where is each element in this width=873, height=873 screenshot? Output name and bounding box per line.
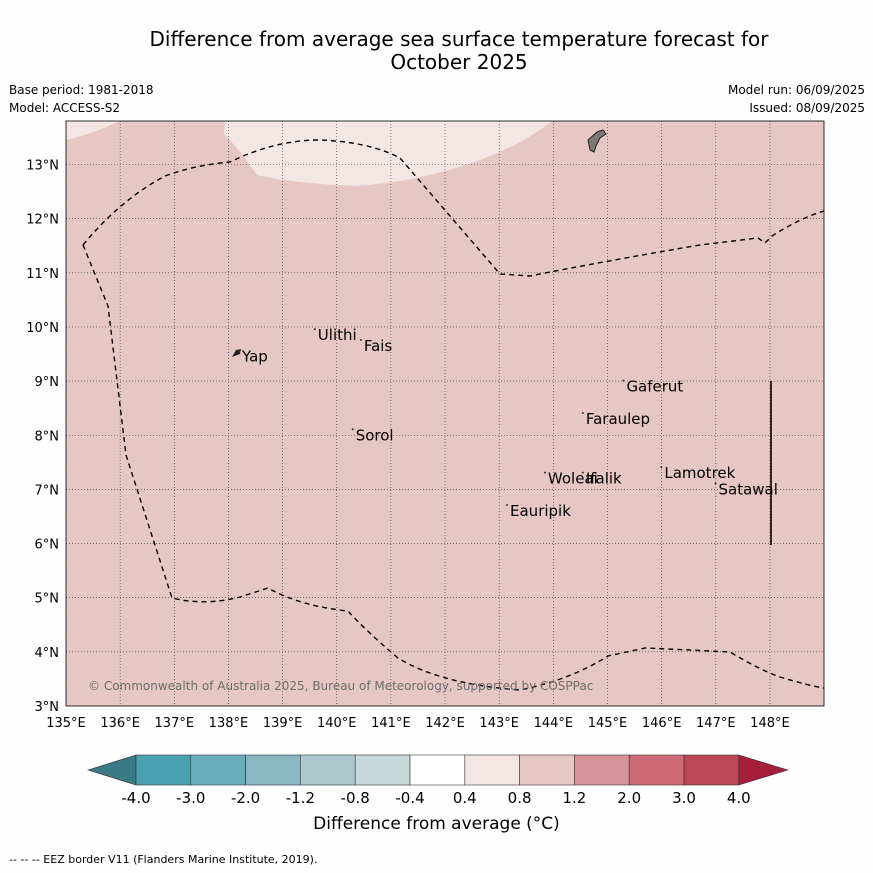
place-label: Yap xyxy=(241,348,268,366)
colorbar-segment xyxy=(135,754,192,786)
model-name: Model: ACCESS-S2 xyxy=(9,101,121,115)
colorbar-segment xyxy=(190,754,246,786)
place-labels: Yap Ulithi Fais Sorol Gaferut Faraulep Lamotre… xyxy=(237,326,778,520)
place-label: Sorol xyxy=(356,426,394,444)
map-title: Difference from average sea surface temp… xyxy=(0,28,873,74)
colorbar-tick-label: -3.0 xyxy=(176,789,205,807)
colorbar-tick-label: -2.0 xyxy=(231,789,260,807)
meta-left: Base period: 1981-2018 Model: ACCESS-S2 xyxy=(9,81,154,117)
place-marker xyxy=(581,412,584,415)
place-label: Faraulep xyxy=(586,410,650,428)
colorbar-segment xyxy=(519,754,575,786)
place-label: Ifalik xyxy=(586,470,622,488)
colorbar-extend-high xyxy=(738,754,789,786)
latitude-tick-label: 6°N xyxy=(35,538,60,553)
latitude-tick-labels: 3°N 4°N 5°N 6°N 7°N 8°N 9°N 10°N 11°N 12°N 13°N xyxy=(26,159,59,716)
place-label: Gaferut xyxy=(626,378,683,396)
colorbar-label: Difference from average (°C) xyxy=(313,814,560,834)
longitude-tick-label: 139°E xyxy=(263,716,303,731)
colorbar-segment xyxy=(409,754,466,786)
colorbar-tick-label: 2.0 xyxy=(617,789,641,807)
colorbar-tick-label: -0.4 xyxy=(395,789,424,807)
colorbar-segment xyxy=(628,754,685,786)
colorbar-segment xyxy=(354,754,411,786)
colorbar-tick-label: -4.0 xyxy=(121,789,150,807)
colorbar-segment xyxy=(464,754,520,786)
light-anomaly-patch-north xyxy=(224,121,552,186)
colorbar: -4.0 -3.0 -2.0 -1.2 -0.8 -0.4 0.4 0.8 1.2 2.0 3.0 4… xyxy=(86,754,789,807)
eez-border xyxy=(82,244,824,691)
colorbar-tick-label: 3.0 xyxy=(672,789,696,807)
place-marker xyxy=(581,471,584,474)
place-marker xyxy=(359,338,362,341)
place-marker xyxy=(506,504,509,507)
place-label: Eauripik xyxy=(510,502,571,520)
place-marker xyxy=(313,328,316,331)
longitude-tick-label: 140°E xyxy=(317,716,357,731)
graticule xyxy=(66,121,824,706)
longitude-tick-label: 144°E xyxy=(534,716,574,731)
longitude-tick-labels: 135°E 136°E 137°E 138°E 139°E 140°E 141°E 142°E… xyxy=(46,716,789,731)
longitude-tick-label: 145°E xyxy=(588,716,628,731)
place-label: Satawal xyxy=(719,480,778,498)
longitude-tick-label: 147°E xyxy=(696,716,736,731)
place-label: Woleai xyxy=(548,470,598,488)
latitude-tick-label: 3°N xyxy=(35,700,60,715)
latitude-tick-label: 5°N xyxy=(35,592,60,607)
base-period: Base period: 1981-2018 xyxy=(9,83,154,97)
longitude-tick-label: 136°E xyxy=(100,716,140,731)
longitude-tick-label: 137°E xyxy=(155,716,195,731)
place-marker xyxy=(660,466,663,469)
colorbar-segment xyxy=(683,754,740,786)
issued-date: Issued: 08/09/2025 xyxy=(749,101,865,115)
colorbar-tick-label: 0.8 xyxy=(508,789,532,807)
latitude-tick-label: 4°N xyxy=(35,646,60,661)
longitude-tick-label: 142°E xyxy=(425,716,465,731)
colorbar-tick-label: -1.2 xyxy=(286,789,315,807)
light-anomaly-patch xyxy=(66,121,120,140)
latitude-tick-label: 8°N xyxy=(35,429,60,444)
latitude-tick-label: 11°N xyxy=(26,267,59,282)
colorbar-segment xyxy=(245,754,301,786)
latitude-tick-label: 10°N xyxy=(26,321,59,336)
place-marker xyxy=(622,379,625,382)
place-label: Ulithi xyxy=(318,326,357,344)
title-line-1: Difference from average sea surface temp… xyxy=(149,27,769,51)
copyright-text: © Commonwealth of Australia 2025, Bureau… xyxy=(88,679,593,693)
colorbar-tick-label: 1.2 xyxy=(562,789,586,807)
longitude-tick-label: 141°E xyxy=(371,716,411,731)
colorbar-segment xyxy=(574,754,630,786)
place-marker xyxy=(237,349,240,352)
colorbar-tick-label: 0.4 xyxy=(453,789,477,807)
colorbar-extend-low xyxy=(86,754,137,786)
place-marker xyxy=(714,482,717,485)
meta-right: Model run: 06/09/2025 Issued: 08/09/2025 xyxy=(728,81,865,117)
longitude-tick-label: 135°E xyxy=(46,716,86,731)
place-marker xyxy=(543,471,546,474)
latitude-tick-label: 12°N xyxy=(26,213,59,228)
guam-island xyxy=(587,129,607,153)
colorbar-tick-label: 4.0 xyxy=(727,789,751,807)
place-label: Lamotrek xyxy=(664,464,735,482)
longitude-tick-label: 138°E xyxy=(209,716,249,731)
latitude-tick-label: 7°N xyxy=(35,483,60,498)
place-label: Fais xyxy=(364,337,393,355)
place-marker xyxy=(351,428,354,431)
eez-footnote: -- -- -- EEZ border V11 (Flanders Marine… xyxy=(9,853,318,866)
latitude-tick-label: 9°N xyxy=(35,375,60,390)
eez-border-north xyxy=(82,139,824,277)
longitude-tick-label: 148°E xyxy=(750,716,790,731)
colorbar-tick-label: -0.8 xyxy=(341,789,370,807)
longitude-tick-label: 146°E xyxy=(642,716,682,731)
map-frame xyxy=(65,120,825,707)
latitude-tick-label: 13°N xyxy=(26,159,59,174)
longitude-tick-label: 143°E xyxy=(479,716,519,731)
title-line-2: October 2025 xyxy=(390,50,528,74)
model-run: Model run: 06/09/2025 xyxy=(727,83,865,97)
colorbar-segment xyxy=(300,754,356,786)
